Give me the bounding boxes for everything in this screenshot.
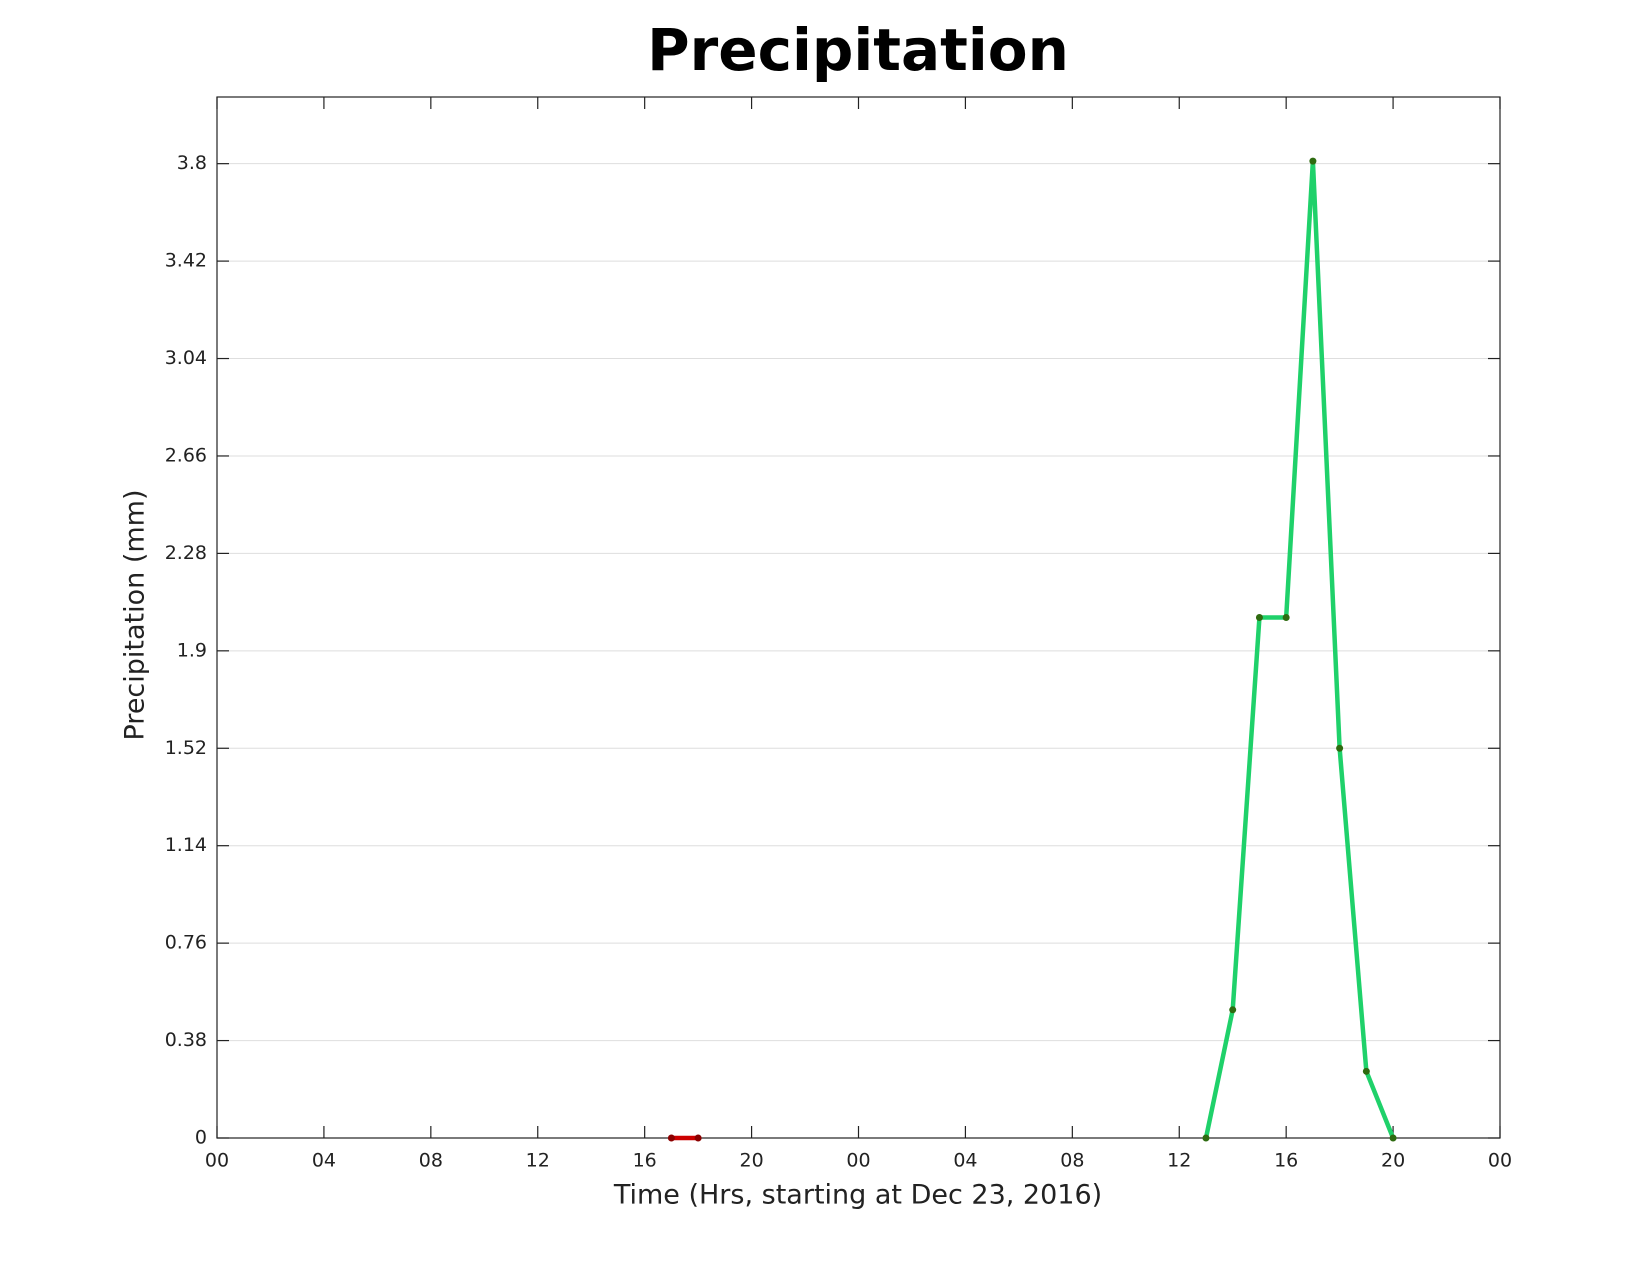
x-tick-label: 12 [526, 1150, 550, 1172]
x-axis-label: Time (Hrs, starting at Dec 23, 2016) [613, 1180, 1102, 1211]
x-tick-label: 16 [1274, 1150, 1298, 1172]
series-line [1203, 158, 1396, 1139]
x-tick-label: 12 [1167, 1150, 1191, 1172]
x-tick-label: 00 [846, 1150, 870, 1172]
x-tick-label: 08 [419, 1150, 443, 1172]
y-tick-label: 1.52 [165, 737, 207, 759]
data-point [1336, 744, 1344, 752]
y-tick-label: 2.66 [165, 444, 207, 466]
x-tick-label: 04 [312, 1150, 336, 1172]
y-tick-label: 0 [195, 1127, 207, 1149]
data-point [694, 1134, 702, 1142]
x-tick-label: 00 [205, 1150, 229, 1172]
data-point [1255, 614, 1263, 621]
x-tick-label: 20 [739, 1150, 763, 1172]
y-tick-label: 2.28 [165, 542, 207, 564]
y-tick-label: 3.8 [177, 152, 207, 174]
y-tick-label: 1.14 [165, 834, 207, 856]
data-point [1202, 1134, 1210, 1142]
data-point [667, 1134, 675, 1142]
data-point [1309, 157, 1317, 165]
data-point [1282, 614, 1290, 621]
data-point [1389, 1134, 1397, 1142]
x-tick-label: 04 [953, 1150, 977, 1172]
y-axis-label: Precipitation (mm) [120, 489, 151, 740]
y-tick-label: 3.04 [165, 347, 207, 369]
data-point [1362, 1067, 1370, 1075]
plot-frame [216, 96, 1501, 1139]
chart-title: Precipitation [647, 16, 1069, 84]
x-tick-label: 20 [1381, 1150, 1405, 1172]
y-tick-label: 3.42 [165, 250, 207, 272]
y-tick-label: 0.76 [165, 932, 207, 954]
x-tick-label: 00 [1488, 1150, 1512, 1172]
y-tick-label: 1.9 [177, 639, 207, 661]
x-tick-label: 08 [1060, 1150, 1084, 1172]
x-tick-label: 16 [633, 1150, 657, 1172]
y-tick-label: 0.38 [165, 1029, 207, 1051]
data-point [1229, 1006, 1237, 1014]
